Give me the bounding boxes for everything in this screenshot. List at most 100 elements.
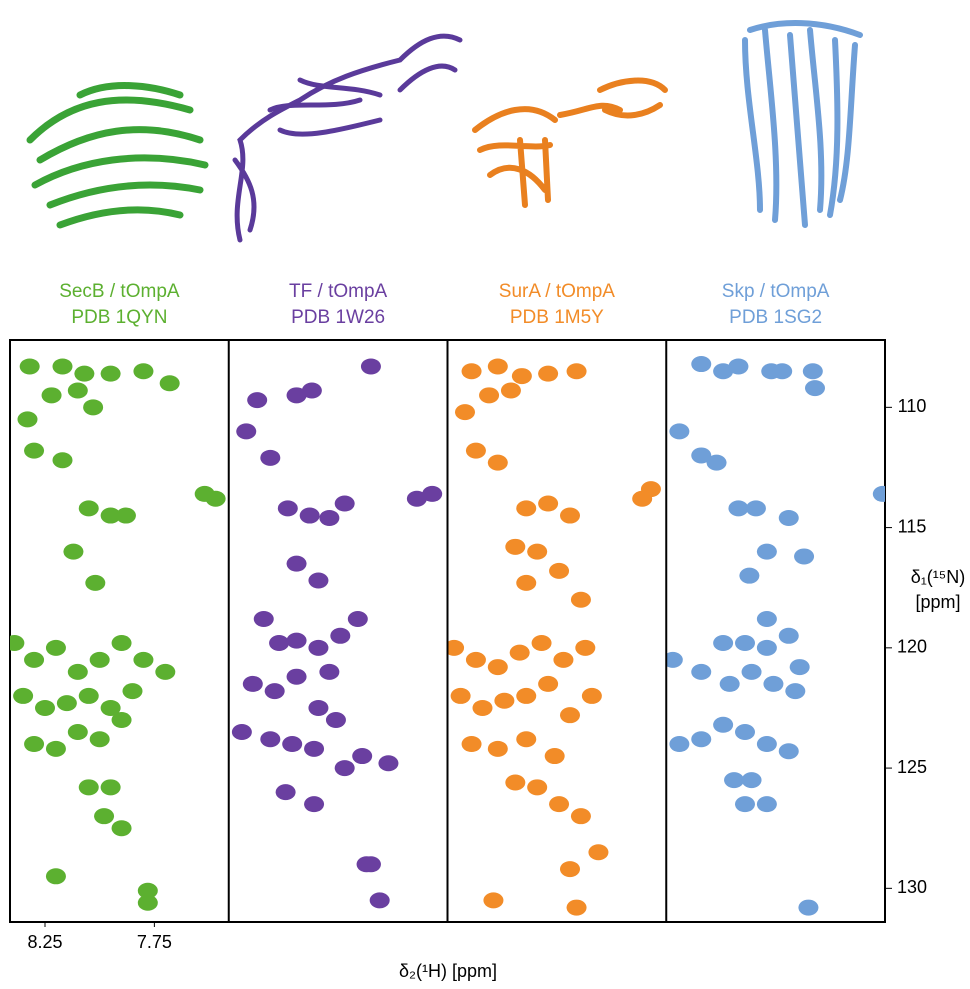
peak: [361, 856, 381, 872]
peak: [4, 635, 24, 651]
peak: [278, 500, 298, 516]
peak: [757, 611, 777, 627]
peak: [57, 695, 77, 711]
sura-structure: [475, 81, 665, 205]
peak: [287, 669, 307, 685]
peak: [516, 575, 536, 591]
peak: [63, 544, 83, 560]
peak: [326, 712, 346, 728]
peak: [720, 676, 740, 692]
panel-subtitle: PDB 1M5Y: [510, 307, 604, 328]
peak: [282, 736, 302, 752]
y-tick-label: 110: [898, 396, 927, 416]
peak: [691, 664, 711, 680]
peak: [567, 900, 587, 916]
peak: [46, 640, 66, 656]
peak: [236, 423, 256, 439]
peak: [779, 510, 799, 526]
peak: [567, 363, 587, 379]
peak: [18, 411, 38, 427]
peak: [512, 368, 532, 384]
y-tick-label: 130: [897, 877, 927, 897]
peak: [308, 640, 328, 656]
peak: [116, 508, 136, 524]
peak: [728, 500, 748, 516]
peak: [746, 500, 766, 516]
peak: [330, 628, 350, 644]
peak: [527, 779, 547, 795]
peak: [195, 486, 215, 502]
peak: [571, 592, 591, 608]
peak: [488, 659, 508, 675]
peak: [757, 640, 777, 656]
peak: [68, 724, 88, 740]
peak: [757, 736, 777, 752]
peak: [588, 844, 608, 860]
peak: [13, 688, 33, 704]
peak: [123, 683, 143, 699]
peak: [79, 688, 99, 704]
x-axis-label: δ₂(¹H) [ppm]: [399, 961, 497, 981]
peak: [772, 363, 792, 379]
peak: [805, 380, 825, 396]
peak: [133, 363, 153, 379]
peak: [560, 861, 580, 877]
peak: [462, 736, 482, 752]
peak: [287, 556, 307, 572]
peak: [466, 443, 486, 459]
peak: [101, 366, 121, 382]
peak: [462, 363, 482, 379]
peak: [90, 731, 110, 747]
peak: [68, 664, 88, 680]
peak: [488, 455, 508, 471]
peak: [575, 640, 595, 656]
peak: [155, 664, 175, 680]
peak: [798, 900, 818, 916]
peak: [538, 676, 558, 692]
peak: [300, 508, 320, 524]
peak: [455, 404, 475, 420]
peak: [553, 652, 573, 668]
peak: [319, 510, 339, 526]
peak: [779, 743, 799, 759]
peak: [138, 895, 158, 911]
peak: [742, 664, 762, 680]
peak: [247, 392, 267, 408]
panel-title: SurA / tOmpA: [499, 281, 615, 302]
peak: [133, 652, 153, 668]
tf-structure: [235, 36, 460, 240]
peak: [735, 796, 755, 812]
peak: [669, 423, 689, 439]
panel-title: TF / tOmpA: [289, 281, 388, 302]
peak: [68, 383, 88, 399]
peak: [538, 496, 558, 512]
peak: [90, 652, 110, 668]
peak: [560, 707, 580, 723]
peak: [451, 688, 471, 704]
peak: [335, 496, 355, 512]
peak: [488, 358, 508, 374]
peak: [232, 724, 252, 740]
peak: [112, 635, 132, 651]
peak: [53, 358, 73, 374]
panel: [444, 358, 661, 915]
peak: [276, 784, 296, 800]
peak: [269, 635, 289, 651]
peak: [319, 664, 339, 680]
peak: [790, 659, 810, 675]
peak: [20, 358, 40, 374]
peak: [739, 568, 759, 584]
peak: [488, 741, 508, 757]
peak: [763, 676, 783, 692]
y-tick-label: 115: [898, 516, 927, 536]
peak: [735, 724, 755, 740]
peak: [483, 892, 503, 908]
peak: [545, 748, 565, 764]
peak: [757, 796, 777, 812]
peak: [538, 366, 558, 382]
peak: [335, 760, 355, 776]
x-tick-label: 7.75: [137, 932, 172, 952]
peak: [505, 775, 525, 791]
peak: [691, 356, 711, 372]
peak: [707, 455, 727, 471]
